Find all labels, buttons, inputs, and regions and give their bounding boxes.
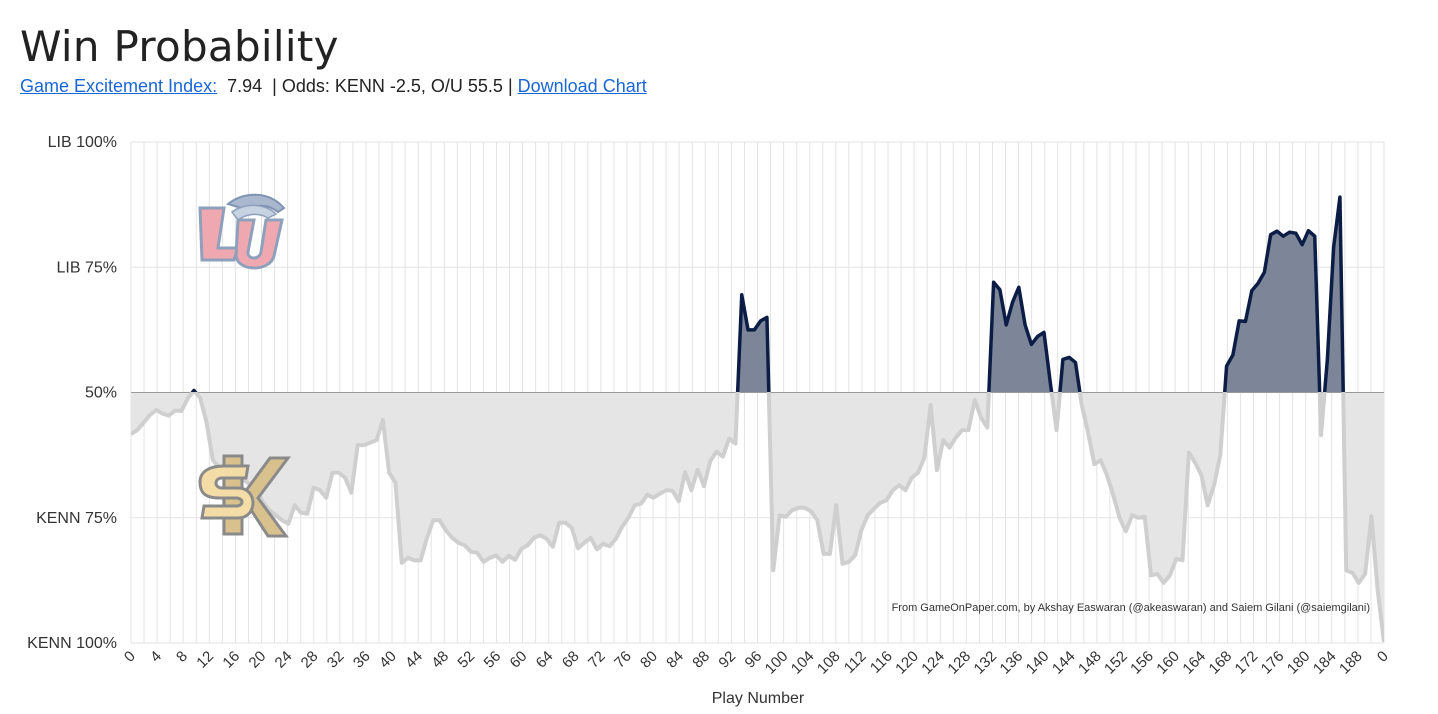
x-tick-label: 68 xyxy=(559,648,583,672)
x-tick-label: 180 xyxy=(1284,648,1314,678)
x-tick-label: 16 xyxy=(219,648,243,672)
x-tick-label: 144 xyxy=(1049,648,1079,678)
x-tick-label: 28 xyxy=(298,648,322,672)
game-info-line: Game Excitement Index: 7.94 | Odds: KENN… xyxy=(20,76,647,97)
x-tick-label: 60 xyxy=(507,648,531,672)
x-tick-label: 32 xyxy=(324,648,348,672)
download-chart-link[interactable]: Download Chart xyxy=(517,76,647,96)
x-tick-label: 24 xyxy=(272,648,296,672)
game-excitement-index-link[interactable]: Game Excitement Index: xyxy=(20,76,218,96)
page-title: Win Probability xyxy=(20,22,339,71)
x-tick-label: 124 xyxy=(918,648,948,678)
x-tick-label: 168 xyxy=(1206,648,1236,678)
x-tick-label: 116 xyxy=(867,648,896,677)
x-tick-label: 176 xyxy=(1258,648,1288,678)
x-axis-label: Play Number xyxy=(712,690,805,707)
kenn-line xyxy=(131,392,1384,643)
x-tick-label: 136 xyxy=(997,648,1027,678)
x-tick-label: 48 xyxy=(428,648,452,672)
x-tick-label: 44 xyxy=(402,648,426,672)
lib-area xyxy=(192,197,1344,392)
x-tick-label: 36 xyxy=(350,648,374,672)
x-tick-label: 164 xyxy=(1179,648,1209,678)
x-tick-label: 156 xyxy=(1127,648,1157,678)
x-tick-label: 132 xyxy=(971,648,1001,678)
kenn-area xyxy=(131,392,1384,642)
y-axis-ticks: KENN 100% KENN 75% 50% LIB 75% LIB 100% xyxy=(27,134,117,652)
y-tick-label: KENN 75% xyxy=(36,510,117,527)
x-axis-ticks: 0 4 8 12 16 20 24 28 32 36 40 44 48 52 56 60 64 68 72 76 80 8… xyxy=(121,648,1392,678)
x-tick-label: 84 xyxy=(663,648,687,672)
x-tick-label: 100 xyxy=(762,648,792,678)
x-tick-label: 76 xyxy=(611,648,635,672)
x-tick-label: 40 xyxy=(376,648,400,672)
x-tick-label: 140 xyxy=(1023,648,1053,678)
x-tick-label: 104 xyxy=(788,648,818,678)
x-tick-label: 72 xyxy=(585,648,609,672)
x-tick-label: 148 xyxy=(1075,648,1105,678)
x-tick-label: 152 xyxy=(1101,648,1131,678)
x-tick-label: 112 xyxy=(841,648,870,677)
chart-lines xyxy=(131,195,1384,643)
chart-areas xyxy=(131,197,1384,642)
y-tick-label: KENN 100% xyxy=(27,635,117,652)
x-tick-label: 88 xyxy=(689,648,713,672)
x-tick-label: 92 xyxy=(715,648,739,672)
odds-text: | Odds: KENN -2.5, O/U 55.5 | xyxy=(272,76,513,96)
x-tick-label: 120 xyxy=(892,648,922,678)
y-tick-label: LIB 75% xyxy=(57,259,117,276)
x-tick-label: 108 xyxy=(814,648,844,678)
lib-team-logo xyxy=(198,193,286,270)
x-tick-label: 96 xyxy=(742,648,766,672)
x-tick-label: 184 xyxy=(1310,648,1340,678)
x-tick-label: 56 xyxy=(481,648,505,672)
y-tick-label: 50% xyxy=(85,385,117,402)
x-tick-label: 172 xyxy=(1232,648,1262,678)
x-tick-label: 160 xyxy=(1153,648,1183,678)
x-tick-label: 4 xyxy=(147,648,165,666)
gei-value: 7.94 xyxy=(227,76,263,96)
x-tick-label: 0 xyxy=(1374,648,1392,666)
x-tick-label: 64 xyxy=(533,648,557,672)
kenn-team-logo xyxy=(198,454,291,538)
lib-line xyxy=(190,195,1345,392)
x-tick-label: 52 xyxy=(454,648,478,672)
y-tick-label: LIB 100% xyxy=(48,134,117,151)
x-tick-label: 0 xyxy=(121,648,139,666)
x-tick-label: 188 xyxy=(1336,648,1366,678)
x-tick-label: 8 xyxy=(173,648,191,666)
x-tick-label: 80 xyxy=(637,648,661,672)
x-tick-label: 128 xyxy=(944,648,974,678)
chart-attribution: From GameOnPaper.com, by Akshay Easwaran… xyxy=(892,602,1370,614)
x-tick-label: 12 xyxy=(193,648,217,672)
x-tick-label: 20 xyxy=(246,648,270,672)
